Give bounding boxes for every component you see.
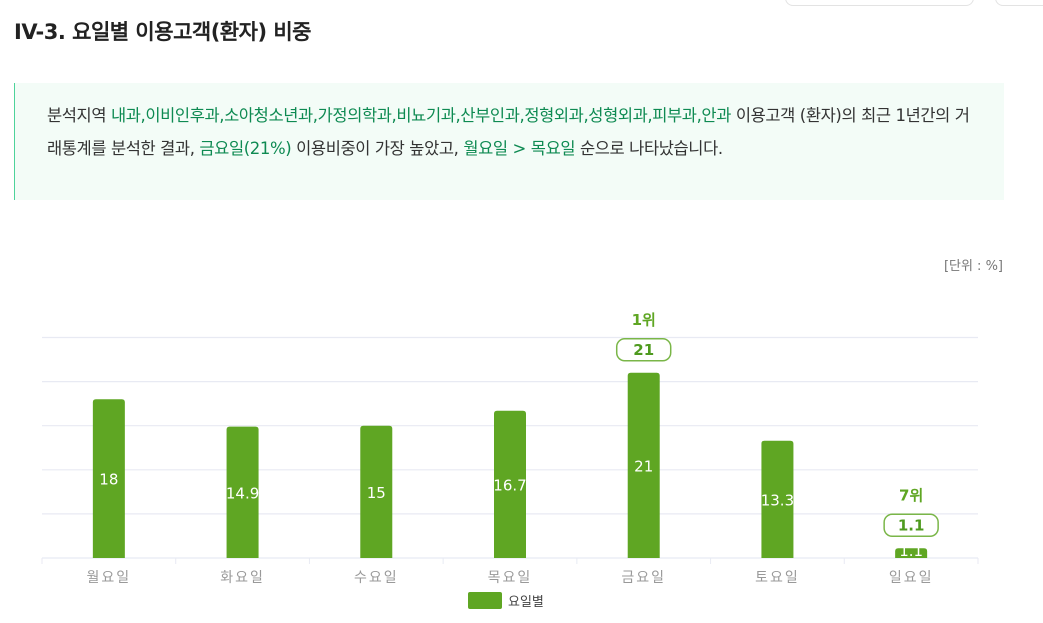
summary-top-day: 금요일	[199, 139, 244, 158]
bar	[494, 410, 526, 558]
summary-box: 분석지역 내과,이비인후과,소아청소년과,가정의학과,비뇨기과,산부인과,정형외…	[14, 83, 1004, 200]
annotation-box	[615, 338, 672, 362]
bar	[226, 426, 259, 558]
bar-value-label: 1.1	[899, 542, 923, 560]
bar	[92, 399, 125, 558]
summary-text: 이용비중이 가장 높았고,	[291, 139, 464, 158]
x-tick-label: 토요일	[755, 570, 800, 586]
bar-value-label: 16.7	[493, 476, 526, 494]
summary-order: 월요일 > 목요일	[463, 139, 576, 158]
annotation-value: 1.1	[898, 516, 925, 534]
bar	[627, 372, 660, 558]
x-tick-label: 수요일	[354, 570, 399, 586]
x-tick-label: 화요일	[220, 570, 265, 586]
bar-chart: 18 월요일 14.9 화요일 15 수요일 16.7 목요일 21 금요일 21 1위 13.3 토요일…	[41, 311, 979, 586]
bar-value-label: 13.3	[761, 491, 794, 509]
x-tick-label: 목요일	[488, 570, 533, 586]
unit-label: [단위 : %]	[943, 259, 1003, 274]
annotation-rank: 7위	[899, 486, 923, 504]
summary-text: 분석지역	[47, 106, 111, 125]
legend-swatch	[468, 592, 502, 609]
summary-departments: 내과,이비인후과,소아청소년과,가정의학과,비뇨기과,산부인과,정형외과,성형외…	[110, 106, 731, 125]
legend-label: 요일별	[508, 595, 544, 610]
top-tab[interactable]	[995, 0, 1043, 6]
bar	[895, 548, 928, 558]
x-tick-label: 일요일	[889, 570, 934, 586]
bar	[360, 425, 393, 558]
annotation-value: 21	[633, 341, 654, 359]
annotation-rank: 1위	[632, 311, 656, 329]
bar-value-label: 21	[634, 457, 653, 475]
bar-value-label: 15	[367, 484, 386, 502]
bar	[761, 440, 794, 558]
summary-text: 이용고객 (환자)의 최근 1년간의 거래통계를 분석한 결과,	[47, 106, 970, 158]
x-tick-label: 금요일	[621, 570, 666, 586]
legend[interactable]: 요일별	[468, 591, 544, 610]
summary-text: 순으로 나타났습니다.	[575, 139, 723, 158]
annotation-box	[883, 513, 939, 538]
summary-top-pct: (21%)	[243, 139, 292, 158]
bar-value-label: 14.9	[226, 484, 259, 502]
x-tick-label: 월요일	[87, 570, 132, 586]
top-tab[interactable]	[785, 0, 974, 6]
page-title: IV-3. 요일별 이용고객(환자) 비중	[14, 20, 312, 44]
bar-value-label: 18	[99, 471, 118, 489]
